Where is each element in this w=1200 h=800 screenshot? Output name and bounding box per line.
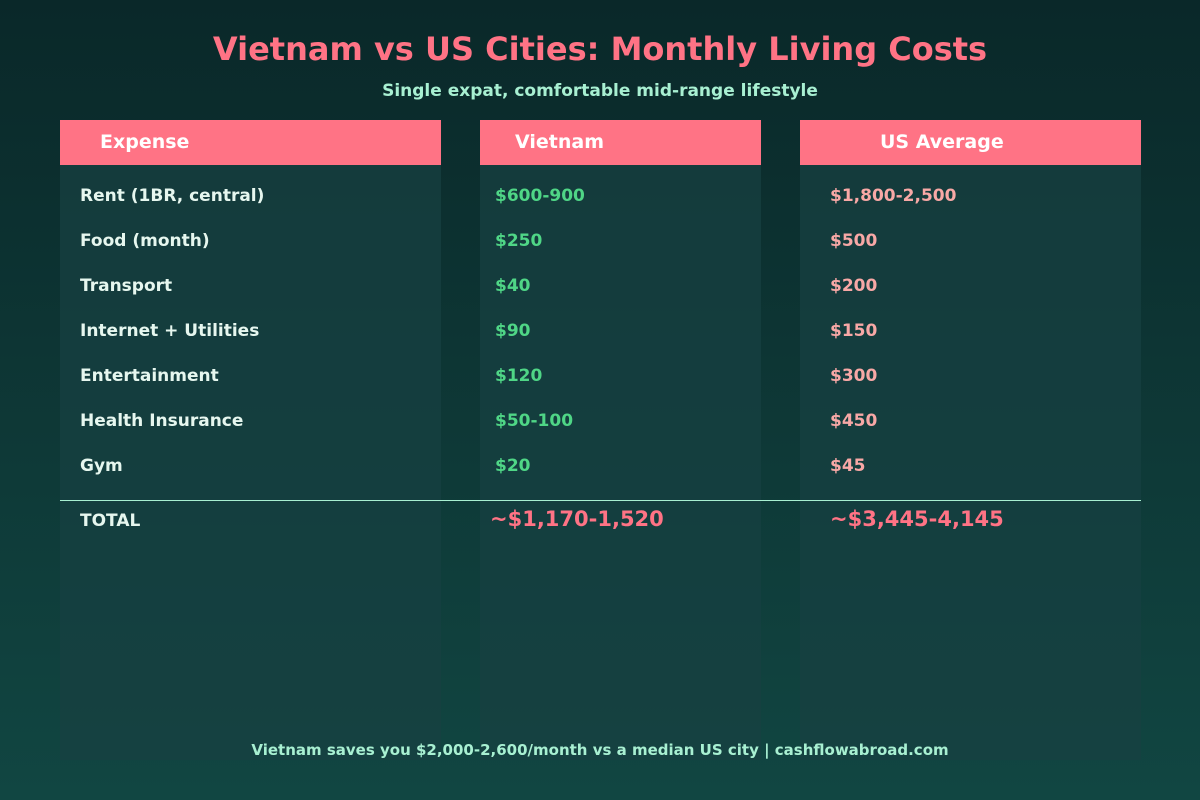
- row-label: Gym: [80, 456, 123, 476]
- row-label: Health Insurance: [80, 411, 244, 431]
- row-us-value: $45: [830, 456, 866, 476]
- row-us-value: $200: [830, 276, 878, 296]
- row-label: Entertainment: [80, 366, 219, 386]
- expense-header-label: Expense: [100, 131, 190, 153]
- vietnam-column: Vietnam: [480, 120, 761, 760]
- row-label: Food (month): [80, 231, 210, 251]
- total-divider: [60, 500, 1141, 501]
- row-vietnam-value: $20: [495, 456, 531, 476]
- row-vietnam-value: $120: [495, 366, 543, 386]
- vietnam-header: Vietnam: [480, 120, 761, 165]
- us-header: US Average: [800, 120, 1141, 165]
- expense-header: Expense: [60, 120, 441, 165]
- row-vietnam-value: $90: [495, 321, 531, 341]
- footer-note: Vietnam saves you $2,000-2,600/month vs …: [251, 741, 949, 759]
- vietnam-header-label: Vietnam: [515, 131, 604, 153]
- row-label: Transport: [80, 276, 173, 296]
- page-title: Vietnam vs US Cities: Monthly Living Cos…: [212, 30, 988, 68]
- row-us-value: $450: [830, 411, 878, 431]
- us-header-label: US Average: [880, 131, 1004, 153]
- total-us-value: ~$3,445-4,145: [830, 507, 1004, 531]
- row-us-value: $500: [830, 231, 878, 251]
- row-vietnam-value: $40: [495, 276, 531, 296]
- page-subtitle: Single expat, comfortable mid-range life…: [382, 81, 818, 101]
- row-us-value: $300: [830, 366, 878, 386]
- expense-column: Expense: [60, 120, 441, 760]
- row-vietnam-value: $600-900: [495, 186, 585, 206]
- row-us-value: $1,800-2,500: [830, 186, 957, 206]
- us-column: US Average: [800, 120, 1141, 760]
- total-label: TOTAL: [80, 511, 141, 531]
- row-vietnam-value: $50-100: [495, 411, 574, 431]
- row-label: Rent (1BR, central): [80, 186, 265, 206]
- row-label: Internet + Utilities: [80, 321, 260, 341]
- row-vietnam-value: $250: [495, 231, 543, 251]
- row-us-value: $150: [830, 321, 878, 341]
- total-vietnam-value: ~$1,170-1,520: [490, 507, 664, 531]
